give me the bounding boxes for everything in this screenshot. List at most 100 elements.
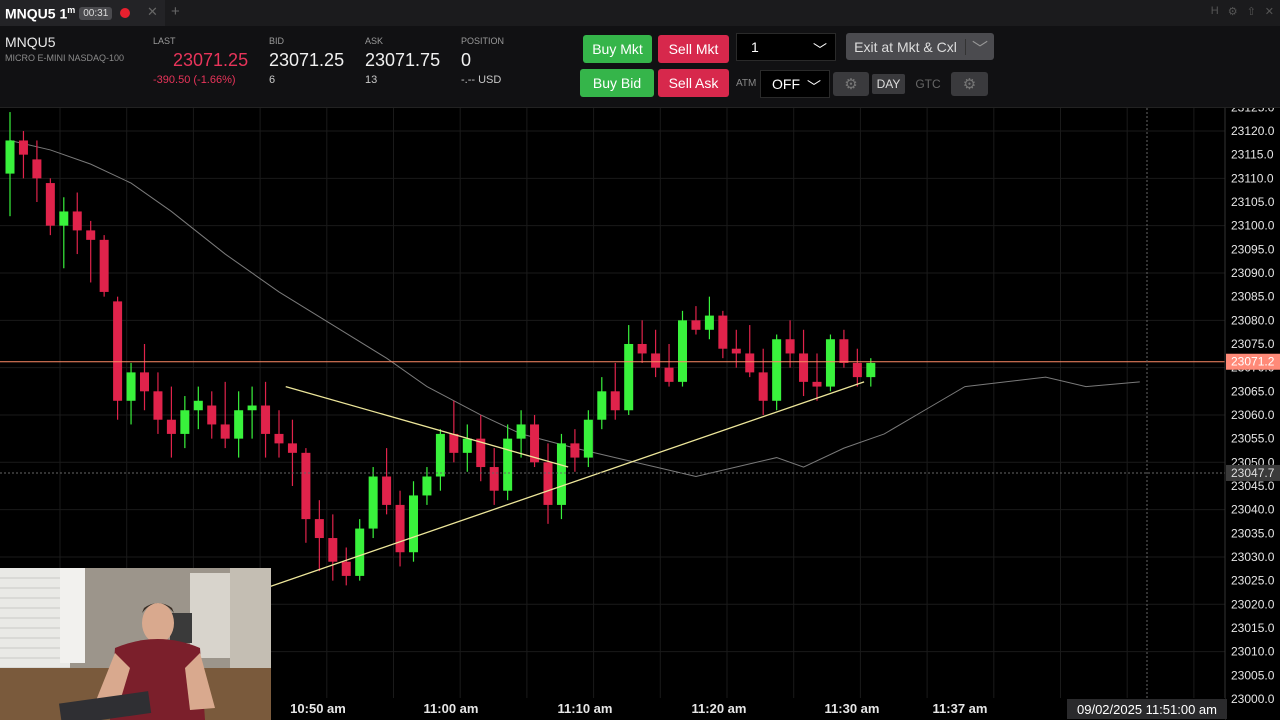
instrument-symbol: MNQU5 [5, 34, 56, 50]
chart-tab[interactable]: MNQU5 1m 00:31 [0, 0, 165, 26]
candle-body [583, 419, 593, 458]
time-tick-label: 11:00 am [424, 701, 479, 716]
tab-title: MNQU5 1m [5, 4, 76, 22]
price-axis: 23125.0 23120.0 23115.0 23110.0 23105.0 23100… [1224, 108, 1280, 720]
sell-ask-button[interactable]: Sell Ask [658, 69, 729, 97]
candle-body [852, 362, 862, 378]
candle-body [234, 410, 244, 439]
price-tick-label: 23035.0 [1231, 526, 1275, 540]
time-axis-background [0, 698, 1225, 720]
position-pnl: -.-- USD [461, 74, 502, 86]
candle-body [126, 372, 136, 401]
sell-mkt-button[interactable]: Sell Mkt [658, 35, 729, 63]
atm-select[interactable]: OFF ﹀ [760, 70, 830, 98]
candle-body [274, 433, 284, 444]
candle-body [624, 343, 634, 411]
trendline [218, 381, 865, 605]
chevron-down-icon[interactable]: ﹀ [971, 40, 988, 58]
price-tick-label: 23120.0 [1231, 124, 1275, 138]
candle-body [99, 239, 109, 292]
last-value: 23071.25 [173, 50, 249, 70]
candle-body [543, 462, 553, 505]
ask-label: ASK [365, 36, 384, 46]
candle-body [45, 183, 55, 226]
quantity-select[interactable]: 1 ﹀ [736, 33, 836, 61]
buy-bid-button[interactable]: Buy Bid [580, 69, 654, 97]
price-tick-label: 23095.0 [1231, 242, 1275, 256]
candle-body [678, 320, 687, 382]
instrument-info: MNQU5 MICRO E-MINI NASDAQ-100 [5, 34, 124, 63]
candle-body [597, 391, 607, 420]
tif-day-button[interactable]: DAY [872, 74, 905, 94]
price-chart[interactable]: 23125.0 23120.0 23115.0 23110.0 23105.0 23100… [0, 108, 1280, 720]
candle-body [476, 438, 486, 468]
trendlines [218, 381, 865, 605]
price-tick-label: 23015.0 [1231, 621, 1275, 635]
price-tick-label: 23020.0 [1231, 597, 1275, 611]
candle-body [866, 362, 876, 378]
quote-header: MNQU5 MICRO E-MINI NASDAQ-100 LAST 23071… [0, 26, 1280, 108]
candle-body [287, 443, 297, 453]
candle-body [5, 140, 15, 174]
quantity-value: 1 [751, 39, 759, 55]
candle-body [247, 405, 257, 411]
price-tick-label: 23055.0 [1231, 432, 1275, 446]
candle-body [314, 519, 324, 539]
candle-body [166, 419, 176, 434]
ask-quote: ASK 23071.75 13 [365, 36, 440, 86]
moving-average [9, 139, 1140, 478]
gear-icon[interactable]: ⚙ [1227, 6, 1238, 18]
candle-body [825, 339, 835, 387]
candle-body [301, 452, 311, 520]
time-tick-label: 11:20 am [692, 701, 747, 716]
price-tick-label: 23040.0 [1231, 503, 1275, 517]
candle-body [489, 467, 499, 491]
candle-body [193, 400, 203, 411]
candle-body [745, 353, 755, 373]
time-tick-label: 11:30 am [825, 701, 880, 716]
price-tick-label: 23030.0 [1231, 550, 1275, 564]
crosshair-price-label: 23047.7 [1231, 466, 1275, 480]
candle-body [395, 504, 405, 553]
plus-icon[interactable]: + [171, 3, 180, 20]
up-icon[interactable]: ⇧ [1246, 6, 1256, 18]
price-tick-label: 23005.0 [1231, 668, 1275, 682]
webcam-overlay [0, 568, 271, 720]
window-controls: H ⚙ ⇧ ✕ [1211, 5, 1274, 18]
window-close-icon[interactable]: ✕ [1264, 6, 1274, 18]
candle-body [449, 433, 459, 453]
candle-body [530, 424, 540, 463]
h-icon[interactable]: H [1210, 5, 1219, 17]
tif-gtc-button[interactable]: GTC [915, 77, 941, 91]
record-dot-icon [120, 8, 131, 18]
price-axis-background [1225, 108, 1280, 720]
last-label: LAST [153, 36, 176, 46]
candle-body [731, 348, 741, 354]
candle-body [462, 438, 472, 453]
chevron-down-icon: ﹀ [807, 79, 821, 95]
candle-body [516, 424, 526, 439]
last-price-label: 23071.2 [1231, 355, 1275, 369]
candle-body [503, 438, 513, 491]
candle-body [368, 476, 378, 529]
price-tick-label: 23075.0 [1231, 337, 1275, 351]
candle-body [382, 476, 392, 505]
last-quote: LAST 23071.25 -390.50 (-1.66%) [153, 36, 248, 86]
candle-body [153, 391, 163, 420]
time-tick-label: 10:50 am [290, 701, 346, 716]
candle-body [637, 343, 647, 354]
candle-body [261, 405, 271, 434]
candle-body [180, 410, 190, 434]
trendline [285, 385, 569, 468]
candle-body [772, 339, 782, 401]
crosshair-time-badge [1067, 699, 1227, 719]
candle-body [691, 320, 701, 330]
candle-body [812, 381, 822, 387]
exit-at-mkt-button[interactable]: Exit at Mkt & Cxl ﹀ [846, 33, 994, 60]
atm-settings-gear-icon[interactable]: ⚙ [833, 72, 869, 96]
close-icon[interactable]: ✕ [147, 4, 158, 19]
buy-mkt-button[interactable]: Buy Mkt [583, 35, 652, 63]
position-quote: POSITION 0 -.-- USD [461, 36, 504, 86]
tif-settings-gear-icon[interactable]: ⚙ [951, 72, 988, 96]
candle-body [86, 230, 96, 240]
